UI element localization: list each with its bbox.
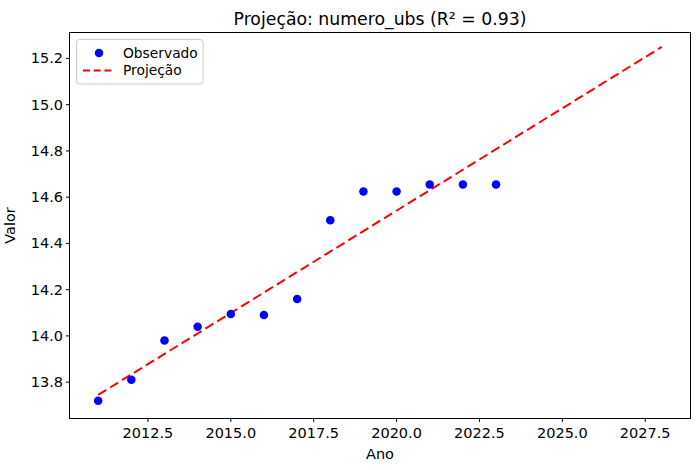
x-tick-label: 2025.0 xyxy=(537,425,588,441)
observed-point xyxy=(160,336,169,345)
y-tick-label: 14.8 xyxy=(31,143,63,159)
x-tick-label: 2027.5 xyxy=(620,425,671,441)
y-axis-label: Valor xyxy=(2,207,18,244)
observed-point xyxy=(127,376,136,385)
y-tick-label: 13.8 xyxy=(31,374,63,390)
observed-point xyxy=(492,180,501,189)
legend-projection-label: Projeção xyxy=(123,62,182,78)
legend: ObservadoProjeção xyxy=(77,40,204,85)
x-tick-label: 2020.0 xyxy=(371,425,422,441)
figure: 2012.5 2015.0 2017.5 2020.0 2022.5 2025.0 2027… xyxy=(0,0,700,470)
observed-point xyxy=(459,180,468,189)
observed-point xyxy=(227,310,236,319)
observed-point xyxy=(326,216,335,225)
x-axis-label: Ano xyxy=(366,446,394,462)
x-tick-label: 2022.5 xyxy=(454,425,505,441)
y-tick-label: 14.6 xyxy=(31,189,63,205)
chart-title: Projeção: numero_ubs (R² = 0.93) xyxy=(234,9,527,30)
y-tick-label: 14.4 xyxy=(31,235,63,251)
x-tick-label: 2017.5 xyxy=(288,425,339,441)
y-tick-label: 15.2 xyxy=(31,50,63,66)
observed-point xyxy=(193,322,202,331)
observed-point xyxy=(425,180,434,189)
x-tick-label: 2012.5 xyxy=(123,425,174,441)
legend-observed-marker xyxy=(95,49,104,58)
observed-point xyxy=(293,295,302,304)
y-tick-label: 14.2 xyxy=(31,282,63,298)
y-tick-label: 15.0 xyxy=(31,97,63,113)
observed-point xyxy=(260,311,269,320)
x-tick-label: 2015.0 xyxy=(205,425,256,441)
axes-background xyxy=(70,33,690,418)
projection-chart: 2012.5 2015.0 2017.5 2020.0 2022.5 2025.0 2027… xyxy=(0,0,700,470)
y-tick-label: 14.0 xyxy=(31,328,63,344)
observed-point xyxy=(94,396,103,405)
observed-point xyxy=(392,187,401,196)
observed-point xyxy=(359,187,368,196)
legend-observed-label: Observado xyxy=(123,45,198,61)
